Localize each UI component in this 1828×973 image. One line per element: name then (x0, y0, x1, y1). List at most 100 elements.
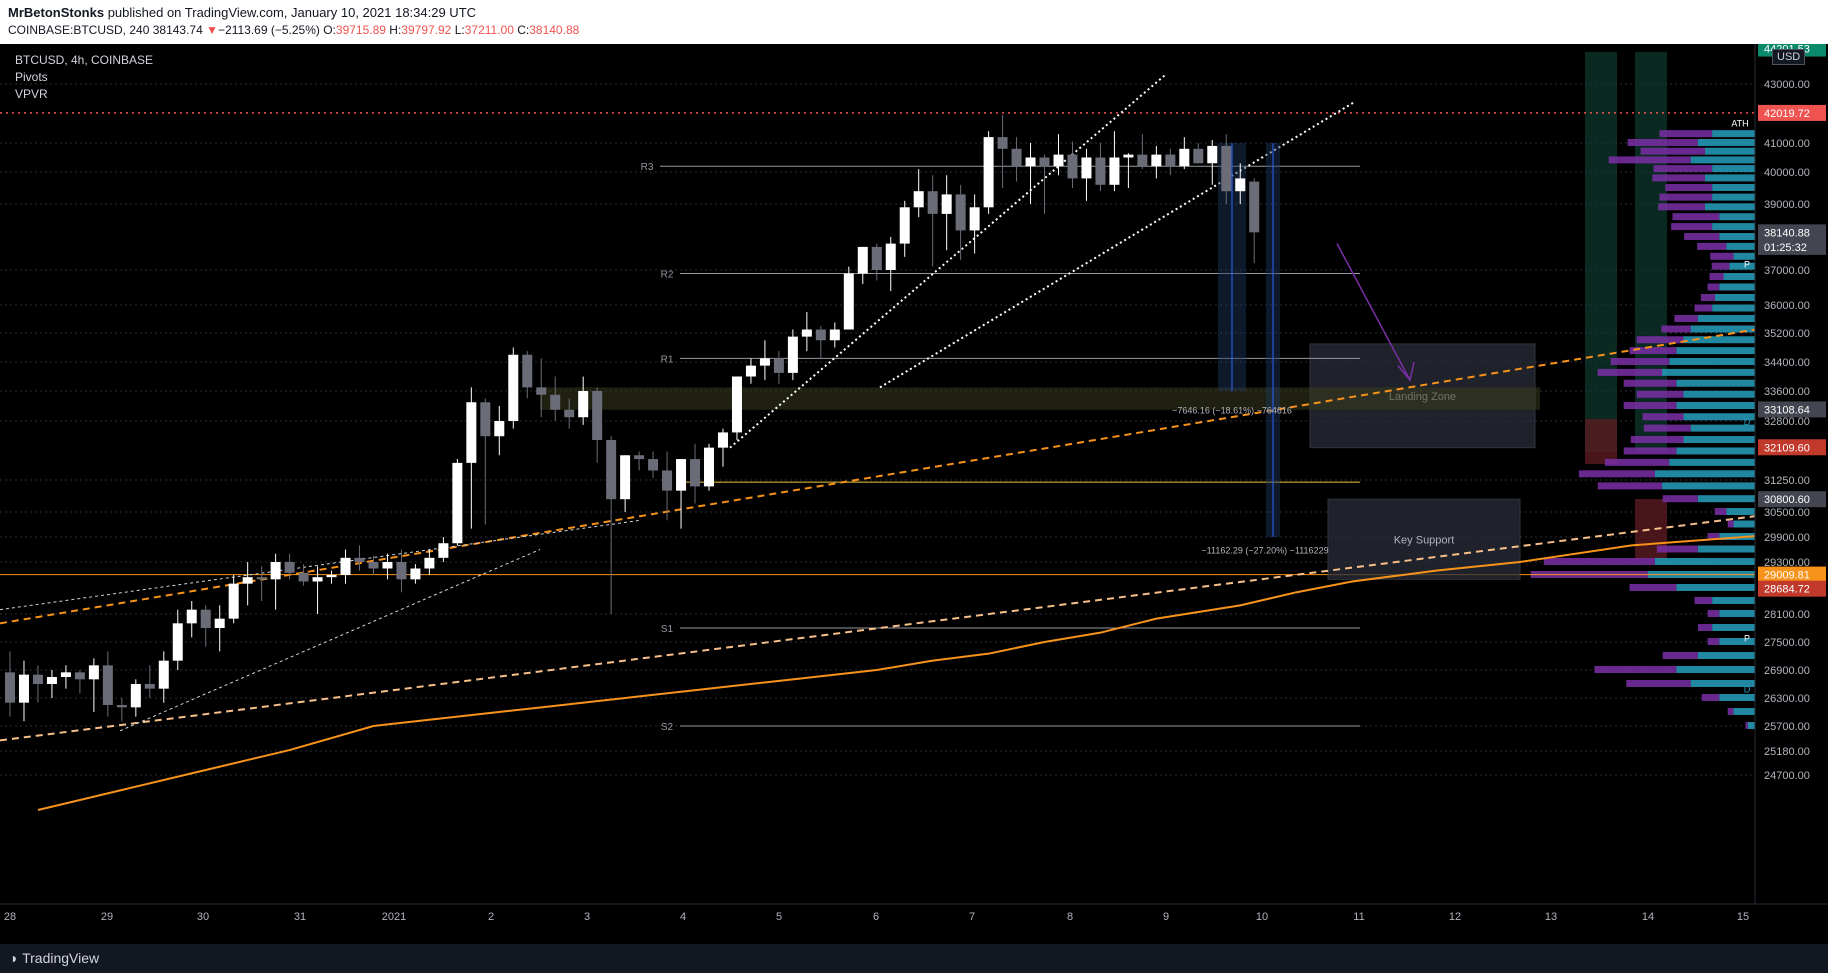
vpvr-bar-up (1719, 694, 1755, 701)
candle-body (829, 329, 840, 341)
vpvr-bar-up (1683, 336, 1755, 344)
candle-body (564, 409, 575, 418)
vpvr-bar-down (1643, 424, 1691, 432)
candle-body (1165, 154, 1176, 167)
vpvr-bar-down (1604, 458, 1670, 466)
y-tick-label: 31250.00 (1764, 475, 1810, 487)
candle-body (1179, 148, 1190, 167)
vpvr-bar-up (1704, 174, 1755, 182)
vpvr-bar-down (1707, 533, 1720, 540)
candle-body (885, 243, 896, 270)
price-label: 42019.72 (1764, 108, 1810, 120)
low-value: 37211.00 (464, 23, 514, 37)
channel-line (729, 74, 1166, 449)
x-tick-label: 9 (1163, 911, 1169, 923)
candle-body (522, 354, 533, 388)
ohlc-line: COINBASE:BTCUSD, 240 38143.74 ▼−2113.69 … (8, 23, 579, 37)
candle-body (1207, 145, 1218, 164)
candle-body (955, 194, 966, 231)
publish-line: MrBetonStonks published on TradingView.c… (8, 5, 476, 20)
vpvr-bar-down (1727, 520, 1734, 528)
tradingview-icon: ◗ (10, 950, 23, 966)
y-tick-label: 29900.00 (1764, 532, 1810, 544)
vpvr-bar-up (1690, 424, 1755, 432)
vpvr-bar-down (1665, 184, 1713, 191)
chart-annotation: ATH (1731, 118, 1748, 128)
vpvr-bar-down (1659, 193, 1713, 201)
y-tick-label: 26300.00 (1764, 693, 1810, 705)
x-tick-label: 6 (873, 911, 879, 923)
chart-annotation: D (1744, 417, 1751, 427)
vpvr-bar-up (1683, 436, 1755, 444)
price-label: 28684.72 (1764, 584, 1810, 596)
candle-body (32, 674, 43, 684)
vpvr-bar-down (1640, 147, 1705, 155)
vpvr-bar-down (1630, 436, 1684, 444)
vpvr-bar-up (1719, 610, 1755, 617)
trend-line (119, 549, 541, 732)
y-tick-label: 25700.00 (1764, 721, 1810, 733)
tradingview-logo[interactable]: ◗ TradingView (10, 950, 99, 966)
candle-body (410, 568, 421, 580)
candle-body (508, 354, 519, 421)
legend-indicator-vpvr[interactable]: VPVR (15, 87, 48, 101)
vpvr-bar-up (1697, 139, 1755, 146)
y-tick-label: 29300.00 (1764, 557, 1810, 569)
vpvr-bar-up (1733, 252, 1755, 260)
price-label-box (1758, 224, 1826, 241)
x-tick-label: 2021 (382, 911, 406, 923)
vpvr-bar-down (1707, 610, 1720, 617)
candle-body (228, 583, 239, 619)
candle-body (130, 684, 141, 708)
candle-body (1221, 145, 1232, 192)
x-tick-label: 8 (1067, 911, 1073, 923)
vpvr-bar-up (1662, 482, 1755, 490)
vpvr-bar-up (1676, 379, 1755, 387)
candle-body (480, 402, 491, 437)
channel-line (879, 100, 1356, 389)
x-tick-label: 12 (1449, 911, 1461, 923)
vpvr-bar-up (1697, 315, 1755, 322)
vpvr-bar-up (1733, 520, 1755, 528)
vpvr-bar-down (1642, 413, 1684, 421)
vpvr-bar-down (1661, 325, 1691, 333)
vpvr-bar-down (1659, 130, 1713, 138)
candle-body (116, 705, 127, 708)
candle-body (46, 677, 57, 684)
vpvr-bar-up (1712, 165, 1755, 173)
vpvr-bar-down (1658, 203, 1705, 211)
vpvr-bar-down (1710, 252, 1734, 260)
vpvr-bar-down (1662, 652, 1698, 659)
legend-indicator-pivots[interactable]: Pivots (15, 70, 48, 84)
high-label: H: (389, 23, 402, 37)
x-tick-label: 31 (294, 911, 306, 923)
x-tick-label: 2 (488, 911, 494, 923)
publish-info: published on TradingView.com, January 10… (107, 5, 477, 20)
vpvr-bar-up (1733, 708, 1755, 715)
y-tick-label: 32800.00 (1764, 416, 1810, 428)
currency-button[interactable]: USD (1772, 49, 1806, 65)
arrow-head (1397, 361, 1415, 382)
candle-body (88, 665, 99, 680)
legend-title[interactable]: BTCUSD, 4h, COINBASE (15, 53, 154, 67)
candle-body (801, 329, 812, 337)
chart-pane[interactable]: Landing ZoneKey SupportR3R2R1PS1S2−7646.… (0, 40, 1828, 944)
down-arrow-icon: ▼ (206, 23, 219, 37)
resistance-box (540, 387, 1540, 410)
x-tick-label: 28 (4, 911, 16, 923)
chart-annotation: P (1744, 633, 1750, 643)
price-chart[interactable]: Landing ZoneKey SupportR3R2R1PS1S2−7646.… (0, 40, 1828, 944)
vpvr-bar-down (1697, 242, 1727, 250)
vpvr-bar-up (1669, 458, 1755, 466)
vpvr-bar-up (1654, 558, 1755, 565)
vpvr-bar-up (1697, 495, 1755, 503)
vpvr-bar-down (1674, 315, 1698, 322)
price-label-box (1758, 439, 1826, 456)
price-axis (1755, 44, 1828, 904)
x-tick-label: 5 (776, 911, 782, 923)
author-name[interactable]: MrBetonStonks (8, 5, 105, 20)
candle-body (312, 577, 323, 582)
candle-body (1095, 157, 1106, 185)
y-tick-label: 43000.00 (1764, 79, 1810, 91)
candle-body (843, 273, 854, 330)
